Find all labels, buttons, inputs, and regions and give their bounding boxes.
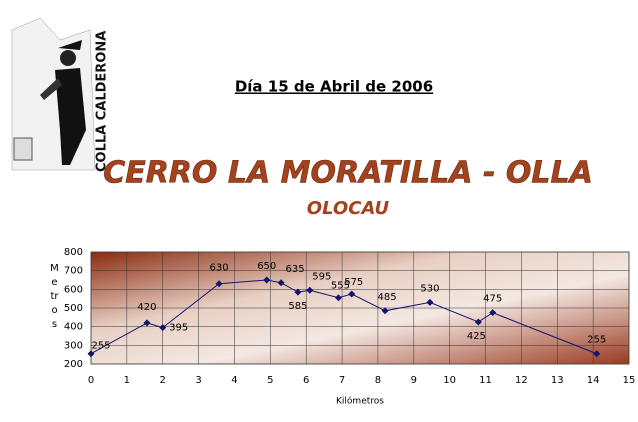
logo: COLLA CALDERONA [11, 17, 110, 172]
data-label: 255 [587, 335, 606, 346]
data-label: 635 [286, 264, 305, 275]
x-axis-label: Kilómetros [336, 396, 384, 407]
marker [426, 298, 434, 306]
marker [348, 290, 356, 298]
x-tick-label: 7 [339, 375, 345, 386]
x-tick-label: 14 [587, 375, 600, 386]
x-tick-label: 6 [303, 375, 309, 386]
data-label: 420 [137, 302, 156, 313]
data-label: 395 [169, 323, 188, 334]
marker [159, 324, 167, 332]
x-tick-label: 4 [231, 375, 237, 386]
y-tick-label: 400 [64, 322, 83, 333]
marker [334, 294, 342, 302]
y-tick-label: 500 [64, 303, 83, 314]
y-tick-label: 700 [64, 266, 83, 277]
marker [474, 318, 482, 326]
marker [593, 350, 601, 358]
x-tick-label: 2 [160, 375, 166, 386]
marker [277, 279, 285, 287]
marker [215, 280, 223, 288]
marker [294, 288, 302, 296]
data-label: 475 [483, 294, 502, 305]
marker [143, 319, 151, 327]
marker [489, 309, 497, 317]
marker [87, 350, 95, 358]
data-label: 585 [288, 301, 307, 312]
x-tick-label: 12 [515, 375, 528, 386]
date: Día 15 de Abril de 2006 [235, 78, 433, 96]
x-tick-label: 8 [375, 375, 381, 386]
y-tick-label: 800 [64, 247, 83, 258]
x-tick-label: 10 [443, 375, 456, 386]
x-tick-label: 9 [411, 375, 417, 386]
data-label: 595 [312, 271, 331, 282]
x-tick-label: 11 [479, 375, 492, 386]
marker [263, 276, 271, 284]
subtitle: OLOCAU [307, 198, 390, 219]
y-tick-label: 300 [64, 340, 83, 351]
data-label: 650 [257, 261, 276, 272]
marker [306, 286, 314, 294]
x-tick-label: 3 [195, 375, 201, 386]
title: CERRO LA MORATILLA - OLLA [103, 156, 593, 191]
x-tick-label: 13 [551, 375, 564, 386]
x-tick-label: 5 [267, 375, 273, 386]
marker [381, 307, 389, 315]
data-label: 575 [344, 277, 363, 288]
data-label: 530 [420, 283, 439, 294]
data-label: 255 [91, 341, 110, 352]
data-label: 425 [467, 331, 486, 342]
y-axis-label: Metros [50, 263, 59, 330]
y-tick-label: 600 [64, 284, 83, 295]
logo-text: COLLA CALDERONA [95, 31, 110, 172]
y-tick-label: 200 [64, 359, 83, 370]
data-label: 485 [378, 292, 397, 303]
x-tick-label: 0 [88, 375, 94, 386]
x-tick-label: 1 [124, 375, 130, 386]
x-tick-label: 15 [623, 375, 636, 386]
data-label: 555 [331, 281, 350, 292]
data-label: 630 [209, 263, 228, 274]
